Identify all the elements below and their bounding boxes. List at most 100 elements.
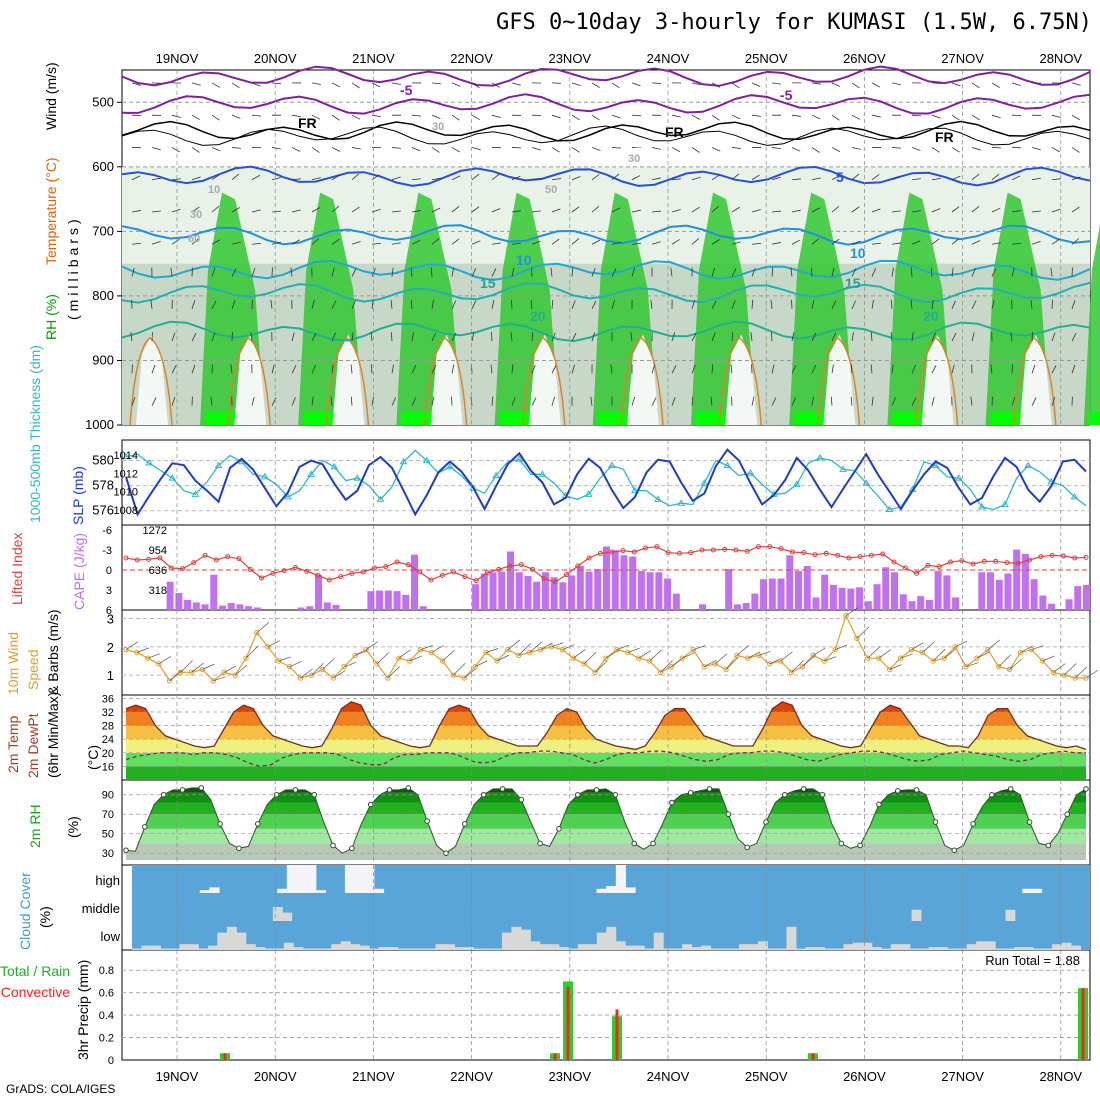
wind-marker (330, 675, 336, 681)
cloud-bar-low (264, 948, 275, 950)
wind-barb (150, 299, 153, 309)
wind-barb (496, 654, 510, 662)
wind-barb (562, 644, 575, 650)
wind-barb (431, 332, 437, 342)
precip-tick-label: 0.2 (99, 1033, 114, 1045)
wind-barb (1071, 147, 1080, 153)
wind-marker (363, 646, 369, 653)
contour-label: 30 (432, 121, 444, 133)
wind-marker (876, 655, 882, 661)
rh-dry-column (430, 334, 463, 425)
thickness-marker (330, 462, 339, 470)
wind-barb (191, 114, 200, 121)
wind-marker (799, 663, 806, 670)
wind-barb (430, 267, 433, 277)
wind-barb (871, 396, 874, 406)
thickness-marker (1001, 500, 1009, 507)
wind-barb (551, 642, 564, 648)
wind-barb (191, 238, 200, 245)
wind-barb (771, 397, 777, 406)
wind-barb (371, 82, 381, 88)
wind-barb (591, 174, 600, 181)
wind-barb (851, 332, 854, 342)
wind-barb (451, 267, 454, 277)
wind-marker (734, 652, 740, 659)
temp-axis-label-2: 2m DewPt (25, 713, 41, 778)
cape-bar (376, 590, 384, 610)
wind-barb (511, 299, 513, 309)
cape-bar (323, 602, 331, 610)
rh-marker (1083, 786, 1089, 792)
li-marker (225, 554, 231, 560)
cape-bar (786, 555, 794, 610)
rh-marker (706, 786, 713, 792)
wind-barb (691, 300, 696, 309)
wind-barb (158, 656, 171, 665)
wind-barb (845, 607, 859, 616)
contour-label: 20 (923, 308, 939, 324)
wind-barb (591, 268, 596, 277)
wind-barb (931, 365, 937, 374)
cape-bar (332, 604, 340, 610)
cape-bar (253, 607, 261, 610)
wind-barb (651, 241, 661, 245)
wind-barb (471, 332, 475, 342)
wind-barb (951, 267, 954, 277)
wind-panel: 1 2 3 10m Wind Speed & Barbs (m/s) (5, 607, 1099, 695)
cloud-bar-low (947, 948, 958, 950)
wind-barb (331, 82, 341, 88)
wind-barb (1050, 267, 1053, 277)
cape-bar (777, 578, 785, 610)
wind-barb (451, 238, 460, 245)
cloud-bar-high (306, 865, 317, 893)
wind-barb (731, 173, 740, 181)
temp-contour-25 (522, 336, 566, 426)
wind-barb (351, 332, 354, 342)
wind-marker (854, 635, 860, 642)
date-label-top: 27NOV (941, 51, 984, 66)
cape-bar (236, 604, 244, 610)
cloud-bar-high (1022, 888, 1033, 893)
wind-marker (559, 646, 566, 653)
wind-barb (891, 82, 901, 86)
date-label-top: 22NOV (450, 51, 493, 66)
cloud-bar-low (957, 948, 968, 950)
wind-barb (1085, 669, 1099, 679)
wind-barb (851, 206, 860, 213)
cape-bar (219, 605, 226, 610)
wind-marker (843, 612, 849, 619)
thickness-y-labels: 1000-500mb Thickness (dm) SLP (mb) (27, 345, 86, 525)
wind-barb (591, 300, 597, 309)
wind-barb (811, 147, 820, 153)
wind-barb (431, 396, 435, 406)
rh-marker (1064, 811, 1070, 818)
rh-dry-column (234, 334, 267, 425)
isotherm (121, 259, 1091, 282)
wind-barb (531, 240, 541, 245)
wind-barb (791, 332, 795, 342)
wind-barb (991, 173, 1000, 181)
wind-marker (723, 666, 729, 673)
wind-barb (878, 649, 891, 659)
wind-barb (231, 300, 236, 309)
wind-barb (851, 114, 861, 120)
wind-barb (471, 206, 480, 213)
wind-barb (211, 82, 220, 88)
cloud-bar-low (520, 929, 531, 950)
wind-barb (591, 332, 595, 342)
wind-barb (1011, 242, 1021, 245)
thickness-axis-label: 1000-500mb Thickness (dm) (27, 345, 43, 523)
li-marker (891, 559, 897, 565)
wind-barb (751, 209, 761, 213)
li-marker (507, 563, 513, 569)
temp-contour-25 (1013, 336, 1057, 426)
temp-band (126, 752, 1086, 767)
wind-barb (871, 208, 881, 213)
wind-barb (710, 396, 713, 406)
wind-barb (491, 82, 500, 88)
cape-bar (367, 591, 375, 610)
cloud-bar-low (435, 944, 446, 950)
wind-barb (651, 210, 661, 213)
li-marker (1083, 554, 1089, 560)
wind-barb (891, 147, 902, 149)
